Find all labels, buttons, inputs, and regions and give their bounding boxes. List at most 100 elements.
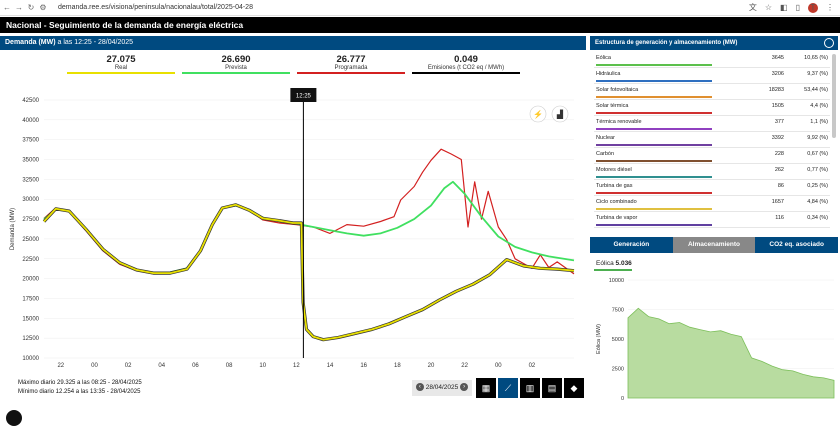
generation-scrollbar[interactable] [832, 54, 836, 138]
generation-row[interactable]: Eólica 3645 10,65 (%) [594, 52, 830, 68]
kpi-prevista[interactable]: 26.690 Prevista [182, 54, 290, 74]
generation-source-colorbar [596, 192, 712, 194]
site-info-icon[interactable]: ⚙ [39, 3, 47, 12]
browser-toolbar: ← → ↻ ⚙ demanda.ree.es/visiona/peninsula… [0, 0, 840, 16]
y-tick-label: 15000 [22, 316, 39, 322]
chat-fab[interactable] [6, 410, 22, 426]
next-date-button[interactable]: › [460, 383, 469, 392]
kpi-programada[interactable]: 26.777 Programada [297, 54, 405, 74]
prev-date-button[interactable]: ‹ [415, 383, 424, 392]
generation-row[interactable]: Carbón 228 0,67 (%) [594, 148, 830, 164]
generation-source-name: Turbina de vapor [596, 215, 638, 221]
bar-chart-view-button[interactable]: ▤ [542, 378, 562, 398]
address-bar[interactable]: demanda.ree.es/visiona/peninsula/naciona… [58, 4, 253, 11]
date-value[interactable]: 28/04/2025 [425, 384, 459, 391]
generation-row[interactable]: Motores diésel 262 0,77 (%) [594, 164, 830, 180]
x-tick-label: 20 [428, 363, 435, 369]
page-title: Nacional - Seguimiento de la demanda de … [0, 17, 840, 33]
generation-tabs: Generación Almacenamiento CO2 eq. asocia… [590, 237, 839, 253]
x-tick-label: 02 [529, 363, 536, 369]
bookmark-star-icon[interactable]: ☆ [764, 3, 773, 12]
generation-source-colorbar [596, 64, 712, 66]
generation-source-colorbar [596, 160, 712, 162]
line-chart-icon: ⟋ [504, 383, 512, 393]
tab-co2[interactable]: CO2 eq. asociado [755, 237, 839, 253]
extensions-icon[interactable]: ◧ [780, 3, 788, 12]
generation-source-percent: 0,77 (%) [807, 167, 828, 173]
spain-map-icon: ◆ [570, 383, 578, 393]
generation-source-value: 228 [774, 151, 784, 157]
demand-chart[interactable]: 10000 12500 15000 17500 20000 22500 25000 27500… [0, 86, 586, 376]
selected-source-name: Eólica [596, 260, 614, 267]
series-programada [43, 148, 575, 275]
tower-icon[interactable] [529, 105, 547, 123]
series-real [43, 203, 575, 341]
generation-source-value: 3206 [771, 71, 784, 77]
generation-source-value: 1657 [771, 199, 784, 205]
x-tick-label: 00 [495, 363, 502, 369]
generation-source-name: Nuclear [596, 135, 615, 141]
y-tick-label: 22500 [22, 257, 39, 263]
generation-source-name: Solar fotovoltaica [596, 87, 639, 93]
generation-source-value: 18283 [768, 87, 784, 93]
generation-row[interactable]: Turbina de vapor 116 0,34 (%) [594, 212, 830, 228]
generation-row[interactable]: Hidráulica 3206 9,37 (%) [594, 68, 830, 84]
kpi-programada-bar [297, 72, 405, 74]
y-tick-label: 30000 [22, 197, 39, 203]
generation-row[interactable]: Térmica renovable 377 1,1 (%) [594, 116, 830, 132]
generation-source-name: Carbón [596, 151, 615, 157]
menu-icon[interactable]: ⋮ [826, 3, 834, 12]
generation-source-name: Motores diésel [596, 167, 632, 173]
wind-area-chart[interactable]: 0 2500 5000 7500 10000 Eólica (MW) [590, 272, 838, 407]
kpi-emisiones[interactable]: 0.049 Emisiones (t CO2 eq / MWh) [412, 54, 520, 74]
generation-row[interactable]: Solar térmica 1505 4,4 (%) [594, 100, 830, 116]
y-tick-label: 37500 [22, 138, 39, 144]
y-tick-label: 17500 [22, 296, 39, 302]
demand-title: Demanda (MW) [5, 39, 56, 46]
tab-generacion[interactable]: Generación [590, 237, 673, 253]
generation-row[interactable]: Ciclo combinado 1657 4,84 (%) [594, 196, 830, 212]
kpi-real[interactable]: 27.075 Real [67, 54, 175, 74]
reload-icon[interactable]: ↻ [27, 3, 35, 12]
generation-source-colorbar [596, 80, 712, 82]
kpi-real-label: Real [114, 65, 128, 71]
generation-source-value: 3392 [771, 135, 784, 141]
kpi-real-value: 27.075 [106, 54, 136, 65]
generation-source-colorbar [596, 96, 712, 98]
sidepanel-icon[interactable]: ▯ [795, 3, 800, 12]
generation-source-value: 377 [774, 119, 784, 125]
generation-source-value: 116 [775, 215, 784, 221]
back-icon[interactable]: ← [3, 3, 11, 12]
date-selector[interactable]: ‹ 28/04/2025 › [412, 380, 472, 396]
generation-source-name: Térmica renovable [596, 119, 642, 125]
profile-avatar[interactable]: T [808, 2, 818, 13]
x-tick-label: 10 [259, 363, 266, 369]
generation-row[interactable]: Nuclear 3392 9,92 (%) [594, 132, 830, 148]
clock-icon[interactable] [824, 38, 834, 48]
table-view-button[interactable]: ▥ [520, 378, 540, 398]
kpi-prevista-bar [182, 72, 290, 74]
y-tick-label: 42500 [22, 98, 39, 104]
forward-icon[interactable]: → [15, 3, 23, 12]
min-daily-text: Mínimo diario 12.254 a las 13:35 - 28/04… [18, 389, 141, 395]
calendar-view-button[interactable]: ▦ [476, 378, 496, 398]
x-tick-label: 16 [360, 363, 367, 369]
generation-source-value: 86 [777, 183, 784, 189]
demand-timestamp: a las 12:25 - 28/04/2025 [55, 39, 134, 46]
generation-source-colorbar [596, 112, 712, 114]
translate-icon[interactable]: 文 [748, 3, 757, 12]
generation-source-value: 1505 [771, 103, 784, 109]
map-view-button[interactable]: ◆ [564, 378, 584, 398]
tab-almacenamiento[interactable]: Almacenamiento [672, 237, 756, 253]
factory-icon[interactable] [551, 105, 569, 123]
generation-source-name: Turbina de gas [596, 183, 633, 189]
generation-list: Eólica 3645 10,65 (%) Hidráulica 3206 9,37 (%… [594, 52, 830, 228]
generation-source-colorbar [596, 144, 712, 146]
x-tick-label: 18 [394, 363, 401, 369]
generation-row[interactable]: Turbina de gas 86 0,25 (%) [594, 180, 830, 196]
generation-source-percent: 10,65 (%) [804, 55, 828, 61]
line-chart-view-button[interactable]: ⟋ [498, 378, 518, 398]
y-tick-label: 20000 [22, 277, 39, 283]
x-tick-label: 22 [57, 363, 64, 369]
generation-row[interactable]: Solar fotovoltaica 18283 53,44 (%) [594, 84, 830, 100]
